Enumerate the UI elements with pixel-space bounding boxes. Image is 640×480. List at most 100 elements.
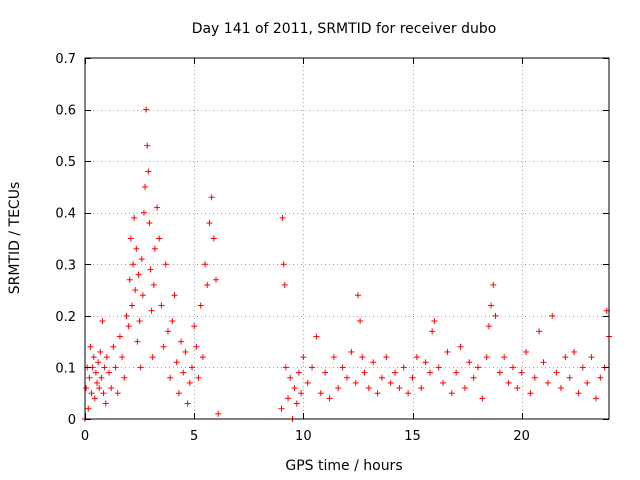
data-point	[150, 281, 157, 288]
y-tick-label: 0.4	[55, 207, 76, 222]
data-point	[280, 261, 287, 268]
data-point	[87, 343, 94, 350]
data-point	[339, 364, 346, 371]
data-point	[330, 354, 337, 361]
data-point	[490, 281, 497, 288]
data-point	[466, 359, 473, 366]
data-point	[479, 395, 486, 402]
data-point	[138, 256, 145, 263]
data-point	[91, 395, 98, 402]
data-point	[182, 348, 189, 355]
y-tick-label: 0.7	[55, 52, 76, 67]
y-tick-label: 0.6	[55, 104, 76, 119]
data-point	[566, 374, 573, 381]
data-point	[151, 245, 158, 252]
data-point	[136, 318, 143, 325]
data-point	[101, 364, 108, 371]
data-points	[82, 106, 612, 422]
data-point	[348, 348, 355, 355]
data-point	[167, 374, 174, 381]
data-point	[461, 385, 468, 392]
data-point	[448, 390, 455, 397]
data-point	[206, 220, 213, 227]
data-point	[295, 369, 302, 376]
data-point	[383, 354, 390, 361]
data-point	[142, 183, 149, 190]
data-point	[536, 328, 543, 335]
data-point	[210, 235, 217, 242]
data-point	[208, 194, 215, 201]
data-point	[149, 354, 156, 361]
x-tick-label: 5	[190, 429, 198, 444]
data-point	[549, 312, 556, 319]
data-point	[435, 364, 442, 371]
data-point	[531, 374, 538, 381]
data-point	[540, 359, 547, 366]
data-point	[143, 106, 150, 113]
data-point	[544, 379, 551, 386]
data-point	[126, 276, 133, 283]
data-point	[108, 385, 115, 392]
data-point	[90, 354, 97, 361]
data-point	[488, 302, 495, 309]
data-point	[92, 369, 99, 376]
data-point	[298, 390, 305, 397]
data-point	[169, 318, 176, 325]
data-point	[112, 364, 119, 371]
data-point	[527, 390, 534, 397]
data-point	[123, 312, 130, 319]
data-point	[418, 385, 425, 392]
y-tick-label: 0.5	[55, 155, 76, 170]
data-point	[313, 333, 320, 340]
data-point	[171, 292, 178, 299]
data-point	[370, 359, 377, 366]
data-point	[470, 374, 477, 381]
data-point	[588, 354, 595, 361]
data-point	[291, 385, 298, 392]
data-point	[357, 318, 364, 325]
data-point	[145, 168, 152, 175]
y-tick-label: 0.3	[55, 258, 76, 273]
data-point	[352, 379, 359, 386]
x-tick-label: 15	[404, 429, 421, 444]
y-tick-label: 0	[68, 413, 76, 428]
y-tick-label: 0.2	[55, 310, 76, 325]
data-point	[193, 343, 200, 350]
data-point	[400, 364, 407, 371]
data-point	[98, 374, 105, 381]
data-point	[128, 302, 135, 309]
data-point	[162, 261, 169, 268]
data-point	[557, 385, 564, 392]
data-point	[146, 220, 153, 227]
data-point	[132, 287, 139, 294]
x-axis-label: GPS time / hours	[285, 458, 402, 474]
data-point	[119, 354, 126, 361]
y-axis-label: SRMTID / TECUs	[7, 182, 23, 295]
data-point	[281, 281, 288, 288]
data-point	[96, 385, 103, 392]
data-point	[575, 390, 582, 397]
data-point	[335, 385, 342, 392]
data-point	[156, 235, 163, 242]
data-point	[202, 261, 209, 268]
data-point	[99, 318, 106, 325]
data-point	[365, 385, 372, 392]
x-tick-label: 0	[81, 429, 89, 444]
data-point	[405, 390, 412, 397]
data-point	[147, 266, 154, 273]
data-point	[83, 385, 90, 392]
data-point	[204, 281, 211, 288]
data-point	[154, 204, 161, 211]
data-point	[135, 271, 142, 278]
data-point	[409, 374, 416, 381]
data-point	[597, 374, 604, 381]
data-point	[184, 400, 191, 407]
data-point	[440, 379, 447, 386]
data-point	[85, 405, 92, 412]
data-point	[213, 276, 219, 283]
data-point	[178, 338, 185, 345]
data-point	[278, 405, 285, 412]
data-point	[175, 390, 182, 397]
data-point	[140, 209, 147, 216]
data-point	[431, 318, 438, 325]
